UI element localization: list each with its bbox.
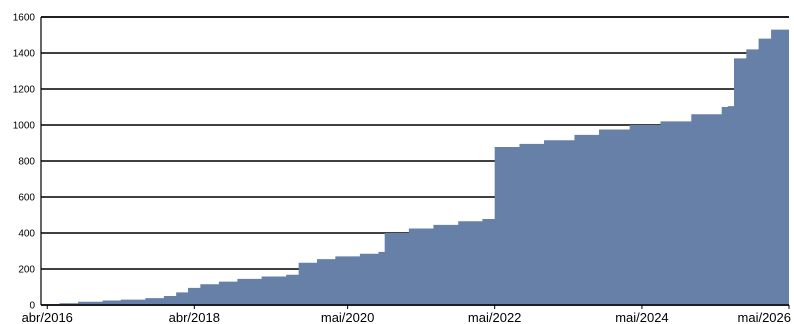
y-tick-label: 1600 <box>13 13 36 24</box>
x-axis: abr/2016 abr/2018 mai/2020 mai/2022 mai/2024… <box>22 305 791 324</box>
x-tick-label: mai/2020 <box>321 310 374 324</box>
y-tick-label: 0 <box>29 301 35 312</box>
y-tick-label: 1000 <box>13 121 36 132</box>
y-tick-label: 400 <box>18 229 35 240</box>
x-tick-label: mai/2024 <box>615 310 668 324</box>
y-tick-label: 600 <box>18 193 35 204</box>
y-tick-label: 1200 <box>13 85 36 96</box>
y-tick-label: 800 <box>18 157 35 168</box>
plot-frame <box>40 16 789 306</box>
x-tick-label: mai/2026 <box>738 310 791 324</box>
x-tick-label: mai/2022 <box>468 310 521 324</box>
series-area <box>41 20 789 305</box>
x-tick-label: abr/2018 <box>169 310 220 324</box>
y-tick-label: 1400 <box>13 49 36 60</box>
area-series <box>41 20 789 305</box>
y-tick-label: 200 <box>18 265 35 276</box>
y-axis: 0 200 400 600 800 1000 1200 1400 1600 <box>13 13 36 312</box>
x-tick-label: abr/2016 <box>22 310 73 324</box>
